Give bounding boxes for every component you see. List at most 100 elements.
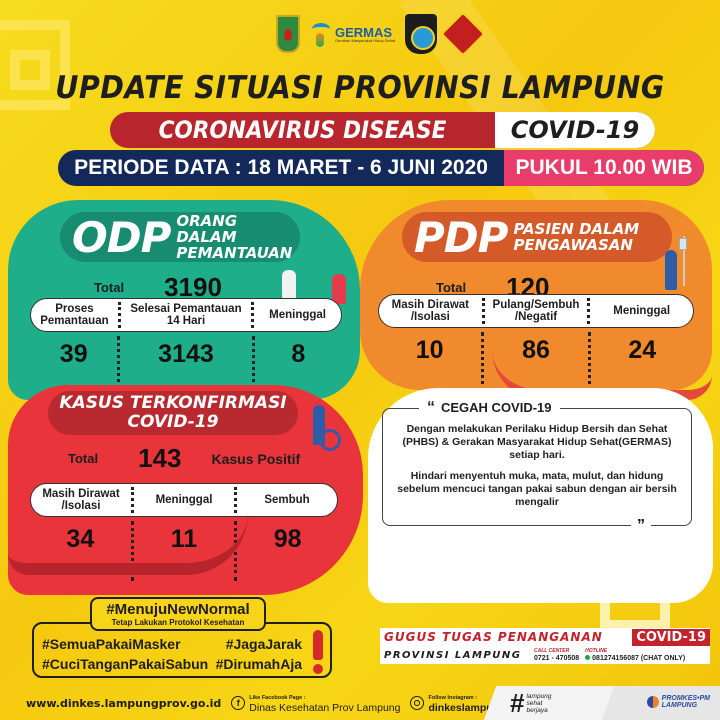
period-banner: PERIODE DATA : 18 MARET - 6 JUNI 2020 PU… xyxy=(58,150,704,186)
kasus-breakdown-values: 34 11 98 xyxy=(30,521,338,581)
wheelchair-illustration xyxy=(313,405,341,451)
close-quote-icon: ” xyxy=(631,517,651,535)
footer-logos: # lampung sehat berjaya PROMKES•PM LAMPU… xyxy=(470,686,720,720)
germas-logo: GERMAS Gerakan Masyarakat Hidup Sehat xyxy=(310,19,395,49)
kasus-header: KASUS TERKONFIRMASI COVID-19 xyxy=(48,391,298,435)
odp-col-proses: Proses Pemantauan xyxy=(40,303,109,327)
pdp-meninggal-value: 24 xyxy=(628,336,657,364)
new-normal-headline: #MenujuNewNormal xyxy=(106,601,250,618)
kasus-title-line2: COVID-19 xyxy=(127,412,219,432)
cegah-paragraph-2: Hindari menyentuh muka, mata, mulut, dan… xyxy=(397,470,677,508)
kasus-total-suffix: Kasus Positif xyxy=(211,450,301,467)
hashtag: #CuciTanganPakaiSabun xyxy=(42,656,209,672)
odp-card: ODP ORANG DALAM PEMANTAUAN Total 3190 Pr… xyxy=(8,200,360,400)
odp-breakdown-header: Proses Pemantauan Selesai Pemantauan 14 Ha… xyxy=(30,298,342,332)
kasus-breakdown-header: Masih Dirawat/Isolasi Meninggal Sembuh xyxy=(30,483,338,517)
cegah-paragraph-1: Dengan melakukan Perilaku Hidup Bersih d… xyxy=(402,423,672,461)
hashtag: #DirumahAja xyxy=(215,656,302,672)
kasus-total-label: Total xyxy=(68,451,99,466)
pdp-abbr: PDP xyxy=(414,212,508,262)
kasus-col-sembuh: Sembuh xyxy=(264,494,310,506)
website-link[interactable]: www.dinkes.lampungprov.go.id xyxy=(26,696,222,710)
kasus-meninggal-value: 11 xyxy=(170,525,198,553)
doctor-icon xyxy=(282,270,296,304)
cegah-title: “CEGAH COVID-19 xyxy=(419,399,560,417)
kasus-col-meninggal: Meninggal xyxy=(155,494,213,506)
iv-pole-icon xyxy=(683,236,685,286)
pdp-breakdown-header: Masih Dirawat/Isolasi Pulang/Sembuh/Nega… xyxy=(378,294,694,328)
period-text: PERIODE DATA : 18 MARET - 6 JUNI 2020 xyxy=(74,156,488,179)
patient-icon xyxy=(332,274,346,304)
cegah-quote-box: “CEGAH COVID-19 Dengan melakukan Perilak… xyxy=(382,399,692,535)
pdp-col-dirawat: Masih Dirawat/Isolasi xyxy=(391,299,469,323)
kasus-col-dirawat: Masih Dirawat/Isolasi xyxy=(42,488,120,512)
facebook-link[interactable]: f Like Facebook Page : Dinas Kesehatan P… xyxy=(231,693,400,713)
pdp-pulang-value: 86 xyxy=(522,336,550,364)
pdp-desc-line1: PASIEN DALAM xyxy=(513,220,640,238)
task-force-banner: GUGUS TUGAS PENANGANAN COVID-19 PROVINSI… xyxy=(380,628,710,664)
kasus-dirawat-value: 34 xyxy=(66,525,95,553)
disease-code: COVID-19 xyxy=(495,112,655,148)
cegah-card: “CEGAH COVID-19 Dengan melakukan Perilak… xyxy=(368,388,713,603)
pdp-total-label: Total xyxy=(436,280,467,295)
kasus-sembuh-value: 98 xyxy=(273,525,302,553)
hashtag: #JagaJarak xyxy=(225,636,302,652)
kasus-card: KASUS TERKONFIRMASI COVID-19 Total 143 K… xyxy=(8,385,363,595)
kasus-breakdown: Masih Dirawat/Isolasi Meninggal Sembuh 3… xyxy=(30,483,338,581)
odp-breakdown: Proses Pemantauan Selesai Pemantauan 14 Ha… xyxy=(30,298,342,396)
odp-abbr: ODP xyxy=(72,212,171,262)
promkes-mark-icon xyxy=(646,696,659,708)
odp-total-label: Total xyxy=(94,280,125,295)
pdp-desc-line2: PENGAWASAN xyxy=(513,236,633,254)
lampung-sehat-berjaya-logo: # lampung sehat berjaya xyxy=(510,688,552,718)
odp-total-row: Total 3190 xyxy=(94,272,222,303)
footer: www.dinkes.lampungprov.go.id f Like Face… xyxy=(0,686,720,720)
germas-title: GERMAS xyxy=(335,24,393,40)
pdp-breakdown-values: 10 86 24 xyxy=(378,332,694,392)
pdp-col-pulang: Pulang/Sembuh/Negatif xyxy=(492,299,580,323)
page-title: UPDATE SITUASI PROVINSI LAMPUNG xyxy=(55,70,665,106)
nurse-iv-illustration xyxy=(665,236,687,290)
tni-emblem-icon xyxy=(440,11,486,57)
hotline: HOTLINE 081274156087 (CHAT ONLY) xyxy=(585,648,686,662)
iv-bag-icon xyxy=(679,238,687,250)
promkes-logo: PROMKES•PM LAMPUNG xyxy=(646,695,710,709)
new-normal-badge: #MenujuNewNormal Tetap Lakukan Protokol … xyxy=(90,597,266,631)
lampung-emblem-icon xyxy=(276,15,300,53)
pdp-col-meninggal: Meninggal xyxy=(613,305,671,317)
pdp-dirawat-value: 10 xyxy=(415,336,444,364)
partner-logos: GERMAS Gerakan Masyarakat Hidup Sehat xyxy=(276,11,486,57)
open-quote-icon: “ xyxy=(427,399,435,416)
odp-selesai-value: 3143 xyxy=(158,340,214,368)
odp-col-meninggal: Meninggal xyxy=(269,309,326,321)
task-force-province: PROVINSI LAMPUNG xyxy=(384,649,522,661)
kasus-title-line1: KASUS TERKONFIRMASI xyxy=(59,393,287,413)
instagram-link[interactable]: Follow Instagram : dinkeslampung xyxy=(410,693,505,713)
pdp-breakdown: Masih Dirawat/Isolasi Pulang/Sembuh/Nega… xyxy=(378,294,694,392)
kasus-total-row: Total 143 Kasus Positif xyxy=(68,443,300,474)
task-force-covid: COVID-19 xyxy=(632,628,710,646)
odp-breakdown-values: 39 3143 8 xyxy=(30,336,342,396)
disease-banner: CORONAVIRUS DISEASE COVID-19 xyxy=(110,112,655,148)
wheelchair-icon xyxy=(319,429,341,451)
pdp-header: PDP PASIEN DALAM PENGAWASAN xyxy=(402,212,672,262)
odp-proses-value: 39 xyxy=(59,340,88,368)
germas-subtitle: Gerakan Masyarakat Hidup Sehat xyxy=(335,37,396,43)
exclamation-icon xyxy=(312,630,324,674)
disease-label: CORONAVIRUS DISEASE xyxy=(158,116,447,144)
odp-meninggal-value: 8 xyxy=(291,340,306,368)
odp-desc-line1: ORANG DALAM xyxy=(176,212,238,246)
odp-desc-line2: PEMANTAUAN xyxy=(176,244,293,262)
call-center: CALL CENTER 0721 - 470508 xyxy=(534,648,580,662)
germas-mark-icon xyxy=(310,19,332,49)
background-pattern xyxy=(0,20,70,110)
task-force-title: GUGUS TUGAS PENANGANAN xyxy=(384,630,603,644)
hashtag: #SemuaPakaiMasker xyxy=(42,636,181,652)
time-text: PUKUL 10.00 WIB xyxy=(504,150,704,186)
nurse-icon xyxy=(665,250,677,290)
odp-total-value: 3190 xyxy=(164,272,222,302)
background-pattern xyxy=(10,50,50,90)
odp-header: ODP ORANG DALAM PEMANTAUAN xyxy=(60,212,300,262)
odp-col-selesai: Selesai Pemantauan 14 Hari xyxy=(130,303,242,327)
pdp-card: PDP PASIEN DALAM PENGAWASAN Total 120 Ma… xyxy=(360,200,712,400)
